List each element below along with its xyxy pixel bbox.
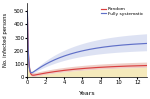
Random xyxy=(146,65,147,66)
Random xyxy=(120,66,121,67)
Fully systematic xyxy=(75,52,76,53)
Random xyxy=(32,75,34,76)
Y-axis label: No. infected persons: No. infected persons xyxy=(3,13,8,67)
Random xyxy=(122,66,123,67)
Fully systematic xyxy=(122,44,123,46)
Line: Fully systematic: Fully systematic xyxy=(27,11,147,73)
Fully systematic xyxy=(79,51,81,52)
Fully systematic xyxy=(120,45,121,46)
Random xyxy=(79,68,81,69)
Random xyxy=(75,69,76,70)
Fully systematic xyxy=(146,43,147,44)
Random xyxy=(108,66,110,67)
Fully systematic xyxy=(108,46,110,47)
Fully systematic xyxy=(26,11,28,12)
Fully systematic xyxy=(31,72,32,73)
Legend: Random, Fully systematic: Random, Fully systematic xyxy=(100,6,144,17)
X-axis label: Years: Years xyxy=(79,90,95,96)
Random xyxy=(39,74,41,75)
Random xyxy=(26,11,28,12)
Line: Random: Random xyxy=(27,11,147,75)
Fully systematic xyxy=(39,67,41,68)
